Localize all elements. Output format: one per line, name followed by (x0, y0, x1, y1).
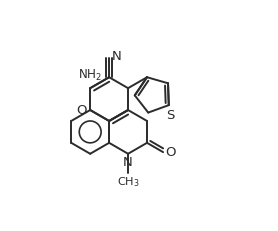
Text: S: S (166, 109, 174, 122)
Text: NH$_2$: NH$_2$ (78, 68, 102, 83)
Text: CH$_3$: CH$_3$ (117, 175, 140, 189)
Text: O: O (165, 146, 176, 159)
Text: N: N (111, 50, 121, 63)
Text: O: O (76, 103, 87, 116)
Text: N: N (123, 155, 133, 169)
